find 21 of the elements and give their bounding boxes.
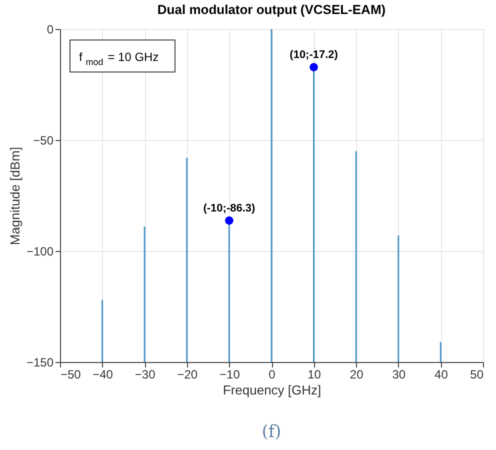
x-tick-label: −30	[134, 368, 156, 382]
x-tick-label: −20	[177, 368, 198, 382]
x-tick-label: −10	[220, 368, 240, 382]
data-label: (-10;-86.3)	[203, 202, 256, 215]
x-tick-label: −40	[92, 368, 114, 382]
y-tick-label: 0	[46, 22, 54, 36]
chart-title: Dual modulator output (VCSEL-EAM)	[157, 2, 386, 17]
y-tick-label: −150	[26, 356, 54, 370]
text: (f)	[262, 422, 282, 442]
x-tick-label: 10	[308, 368, 322, 382]
x-tick-label: 40	[434, 368, 448, 382]
y-axis-title: Magnitude [dBm]	[7, 146, 22, 246]
y-tick-label: −50	[33, 134, 54, 148]
x-tick-label: 50	[470, 368, 484, 382]
x-tick-label: 30	[392, 368, 406, 382]
x-tick-label: 20	[350, 368, 364, 382]
y-tick-label: −100	[26, 244, 54, 258]
data-label: (10;-17.2)	[290, 49, 338, 62]
x-tick-label: −50	[60, 368, 82, 382]
x-axis-title: Frequency [GHz]	[222, 382, 322, 398]
x-tick-label: 0	[268, 368, 276, 382]
